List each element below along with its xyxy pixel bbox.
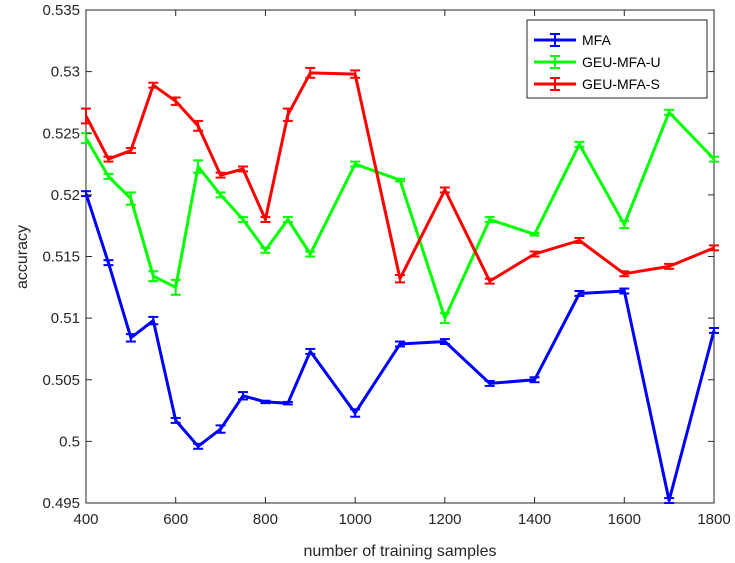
error-bar-point bbox=[282, 216, 293, 223]
error-bar-point bbox=[664, 262, 675, 270]
error-bar-point bbox=[260, 216, 271, 223]
series-layer bbox=[81, 66, 719, 504]
error-bar-point bbox=[350, 69, 361, 79]
legend-label: GEU-MFA-S bbox=[582, 76, 660, 92]
x-tick-label: 1600 bbox=[608, 511, 641, 528]
error-bar-point bbox=[574, 140, 585, 148]
error-bar-point bbox=[395, 273, 405, 284]
axis-layer: 400 600 800 1000 1200 1400 1600 1800 0.495 0.5 0.5… bbox=[42, 2, 730, 528]
y-tick-label: 0.53 bbox=[51, 64, 80, 81]
legend-entry: GEU-MFA-U bbox=[534, 54, 661, 70]
error-bar-point bbox=[350, 408, 361, 418]
error-bar-point bbox=[215, 424, 226, 434]
error-bar-point bbox=[282, 107, 293, 122]
y-tick-label: 0.52 bbox=[51, 187, 80, 204]
error-bar-point bbox=[664, 108, 675, 116]
error-bar-point bbox=[619, 219, 630, 230]
error-bar-point bbox=[305, 66, 316, 79]
error-bar-point bbox=[238, 165, 248, 173]
x-tick-label: 1200 bbox=[428, 511, 461, 528]
error-bar-point bbox=[395, 177, 405, 183]
error-bar-point bbox=[709, 326, 719, 334]
x-tick-label: 800 bbox=[253, 511, 278, 528]
error-bar-point bbox=[103, 155, 114, 163]
x-tick-label: 1800 bbox=[697, 511, 730, 528]
error-bar-point bbox=[664, 497, 675, 504]
error-bar-point bbox=[709, 244, 719, 252]
legend-entry: MFA bbox=[534, 32, 611, 48]
error-bar-point bbox=[238, 391, 248, 401]
error-bar-point bbox=[125, 191, 136, 206]
error-bar-point bbox=[619, 270, 630, 278]
error-bar-point bbox=[709, 155, 719, 163]
error-bar-point bbox=[529, 250, 540, 258]
error-bar-point bbox=[305, 347, 316, 355]
x-tick-label: 600 bbox=[163, 511, 188, 528]
error-bar-point bbox=[574, 237, 585, 244]
error-bar-point bbox=[125, 333, 136, 343]
error-bar-point bbox=[103, 259, 114, 267]
error-bar-point bbox=[439, 186, 450, 194]
y-tick-label: 0.535 bbox=[42, 2, 80, 19]
y-tick-label: 0.51 bbox=[51, 310, 80, 327]
error-bar-point bbox=[395, 340, 405, 348]
error-bar-point bbox=[193, 119, 204, 132]
y-tick-label: 0.515 bbox=[42, 249, 80, 266]
error-bar-point bbox=[484, 216, 495, 223]
error-bar-point bbox=[305, 250, 316, 258]
series-line-0 bbox=[84, 193, 716, 502]
y-axis-label: accuracy bbox=[14, 225, 31, 289]
error-bar-point bbox=[170, 278, 181, 296]
error-bar-point bbox=[148, 270, 159, 283]
y-tick-label: 0.525 bbox=[42, 125, 80, 142]
legend-label: MFA bbox=[582, 32, 611, 48]
error-bar-point bbox=[260, 246, 271, 254]
error-bar-point bbox=[484, 379, 495, 387]
legend-entry: GEU-MFA-S bbox=[534, 76, 660, 92]
error-bar-point bbox=[148, 315, 159, 326]
series-line-1 bbox=[84, 110, 716, 320]
legend-label: GEU-MFA-U bbox=[582, 54, 661, 70]
y-tick-label: 0.495 bbox=[42, 495, 80, 512]
error-bar-point bbox=[170, 96, 181, 106]
error-bar-point bbox=[81, 107, 91, 125]
error-bar-point bbox=[484, 277, 495, 285]
x-tick-label: 1000 bbox=[338, 511, 371, 528]
y-tick-label: 0.5 bbox=[59, 433, 80, 450]
error-bar-point bbox=[170, 416, 181, 424]
error-bar-point bbox=[193, 442, 204, 450]
error-bar-point bbox=[193, 159, 204, 174]
error-bar-point bbox=[215, 171, 226, 179]
x-tick-label: 1400 bbox=[518, 511, 551, 528]
error-bar-point bbox=[619, 287, 630, 295]
legend: MFA GEU-MFA-U GEU-MFA-S bbox=[526, 19, 708, 99]
error-bar-point bbox=[260, 399, 271, 405]
error-bar-point bbox=[439, 338, 450, 346]
error-bar-point bbox=[238, 216, 248, 223]
x-tick-label: 400 bbox=[73, 511, 98, 528]
error-bar-point bbox=[103, 172, 114, 180]
error-bar-point bbox=[215, 191, 226, 199]
error-bar-point bbox=[125, 147, 136, 154]
error-bar-point bbox=[350, 160, 361, 168]
error-bar-point bbox=[529, 232, 540, 237]
error-bar-point bbox=[148, 81, 159, 89]
error-bar-point bbox=[529, 376, 540, 384]
error-bar-point bbox=[574, 290, 585, 297]
error-bar-point bbox=[282, 400, 293, 406]
x-axis-label: number of training samples bbox=[304, 543, 497, 560]
error-bar-point bbox=[439, 312, 450, 325]
y-tick-label: 0.505 bbox=[42, 372, 80, 389]
